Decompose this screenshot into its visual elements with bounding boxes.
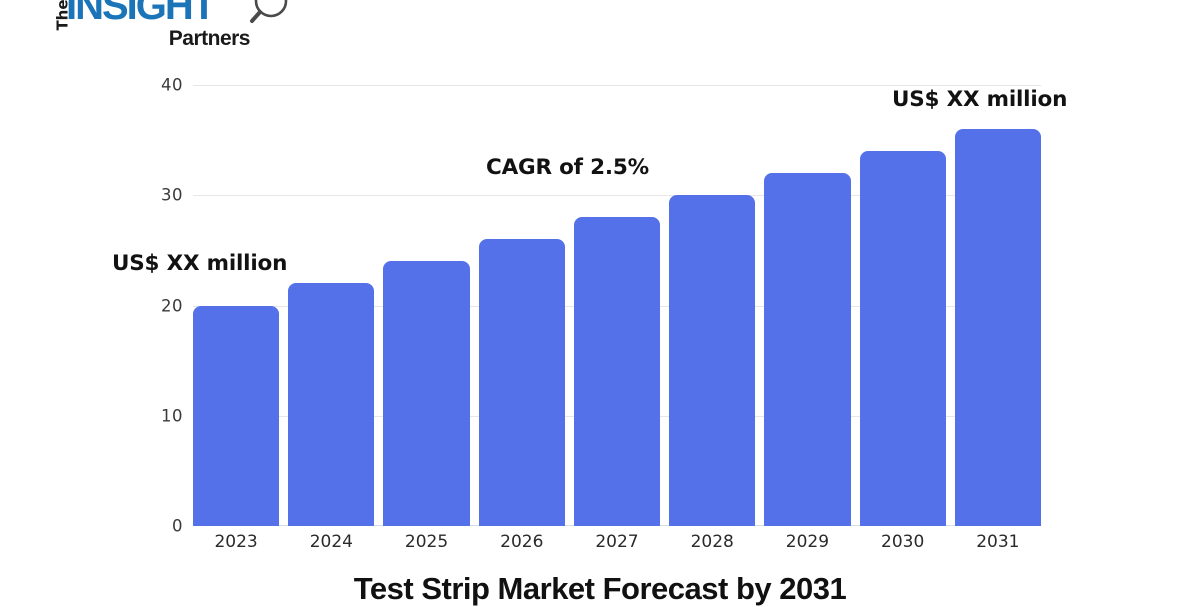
y-tick-20: 20 (161, 296, 183, 315)
magnifier-icon (250, 0, 288, 23)
bars (193, 85, 1041, 526)
x-tick-2029: 2029 (785, 532, 830, 552)
bar-2023 (193, 305, 280, 526)
annotation-cagr: CAGR of 2.5% (486, 155, 649, 180)
x-tick-2030: 2030 (881, 532, 925, 552)
bar-2028 (669, 195, 756, 526)
bar-2031 (954, 129, 1041, 526)
y-tick-30: 30 (161, 185, 183, 205)
logo-partners-text: Partners (168, 27, 251, 50)
y-tick-40: 40 (161, 75, 183, 95)
logo-insight-text: INSIGHT (66, 0, 216, 28)
y-tick-10: 10 (161, 406, 183, 426)
gridline-40 (193, 85, 1041, 86)
bar-2025 (383, 261, 470, 526)
plot-area (193, 85, 1041, 526)
bar-2030 (859, 151, 946, 526)
bar-2029 (764, 173, 851, 526)
bar-2026 (478, 239, 565, 526)
x-tick-2026: 2026 (500, 532, 544, 552)
x-tick-2024: 2024 (309, 532, 353, 552)
insight-partners-logo: The INSIGHT Partners (48, 0, 308, 56)
x-axis-labels: 2023 2024 2025 2026 2027 2028 2029 2030 2031 (193, 532, 1041, 552)
annotation-first-bar-value: US$ XX million (112, 251, 288, 276)
annotation-last-bar-value: US$ XX million (892, 87, 1068, 112)
gridline-30 (193, 195, 1041, 197)
y-tick-0: 0 (172, 516, 183, 536)
x-tick-2028: 2028 (690, 532, 734, 552)
x-tick-2027: 2027 (595, 532, 639, 552)
x-tick-2025: 2025 (404, 532, 449, 552)
bar-2027 (573, 217, 661, 526)
bar-2024 (288, 283, 375, 526)
y-axis-labels: 0 10 20 30 40 (125, 76, 183, 536)
chart-title: Test Strip Market Forecast by 2031 (353, 571, 847, 606)
x-tick-2023: 2023 (214, 532, 258, 552)
x-tick-2031: 2031 (976, 532, 1020, 552)
